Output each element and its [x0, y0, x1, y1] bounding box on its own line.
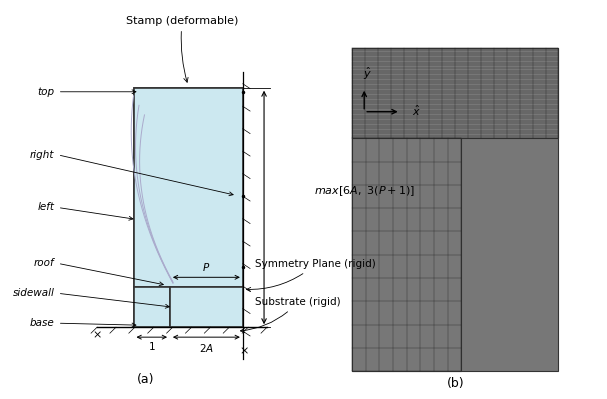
Text: left: left	[38, 202, 55, 213]
Text: $\hat{y}$: $\hat{y}$	[363, 65, 371, 82]
Bar	[134, 88, 243, 287]
Text: roof: roof	[34, 258, 55, 269]
Text: Symmetry Plane (rigid): Symmetry Plane (rigid)	[246, 259, 376, 292]
Text: (b): (b)	[446, 377, 464, 389]
Text: $2A$: $2A$	[199, 342, 214, 354]
Text: $max[6A,\ 3(P+1)]$: $max[6A,\ 3(P+1)]$	[314, 185, 415, 198]
Bar	[352, 138, 461, 371]
Text: top: top	[38, 87, 55, 97]
Text: Stamp (deformable): Stamp (deformable)	[126, 16, 239, 82]
Text: sidewall: sidewall	[13, 288, 55, 298]
Bar	[170, 287, 243, 327]
Bar	[352, 48, 558, 371]
Bar	[134, 88, 243, 327]
Text: right: right	[30, 150, 55, 160]
Text: 1: 1	[149, 342, 155, 352]
Bar	[134, 287, 170, 327]
Text: $\hat{x}$: $\hat{x}$	[412, 104, 421, 118]
Text: Substrate (rigid): Substrate (rigid)	[240, 297, 341, 333]
Bar	[352, 48, 558, 138]
Text: ×: ×	[92, 330, 102, 340]
Text: $P$: $P$	[202, 261, 211, 273]
Text: base: base	[30, 318, 55, 328]
Text: ×: ×	[239, 346, 249, 356]
Text: (a): (a)	[137, 373, 154, 385]
